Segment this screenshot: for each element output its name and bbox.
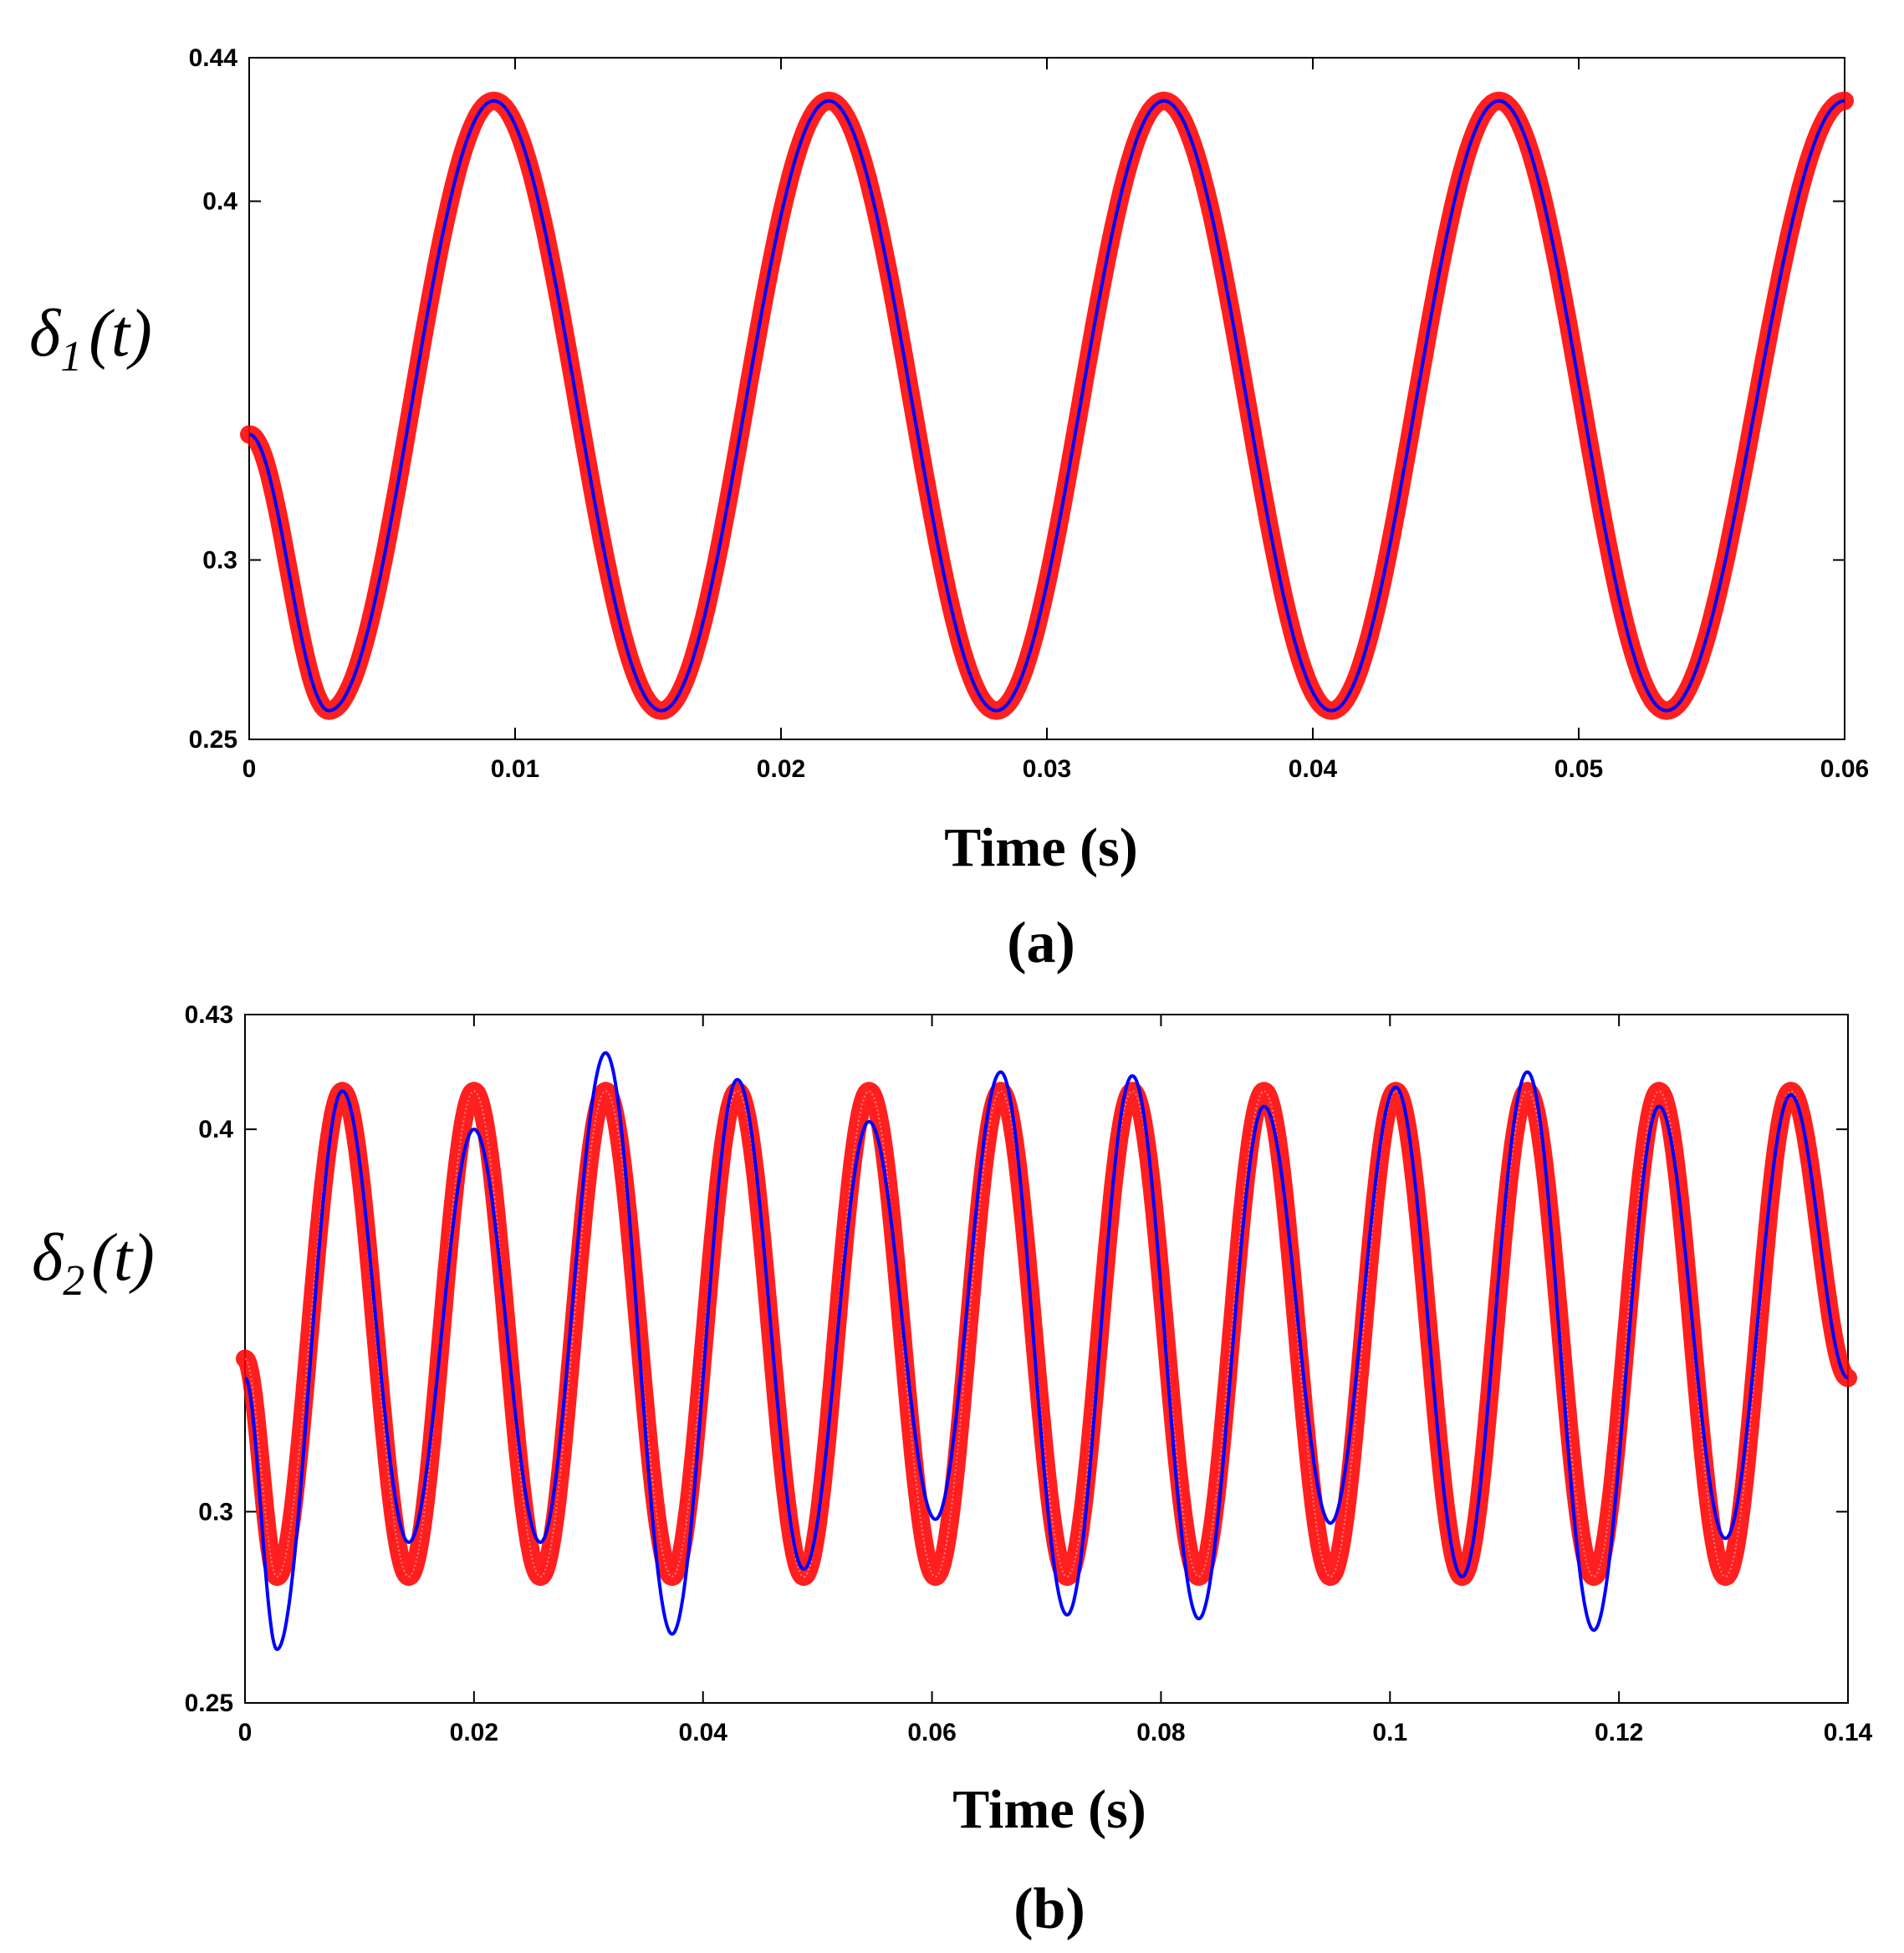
panel-a: 0 0.01 0.02 0.03 0.04 0.05 0.060.250.30.40.44 … (29, 44, 1869, 975)
series-b (236, 1051, 1857, 1651)
x-tick-label: 0.03 (1023, 755, 1071, 783)
x-tick-label: 0 (238, 1719, 253, 1746)
x-tick-label: 0 (242, 755, 257, 783)
y-tick-label: 0.4 (198, 1116, 233, 1143)
series-line-b (243, 1051, 1849, 1651)
y-axis-title-b: δ2 (t) (32, 1221, 155, 1305)
y-tick-label: 0.44 (189, 44, 238, 72)
x-axis-title-b: Time (s) (952, 1779, 1146, 1840)
x-tick-label: 0.06 (1820, 755, 1869, 783)
y-arg-a: t (111, 297, 131, 371)
x-tick-label: 0.1 (1372, 1719, 1407, 1746)
y-symbol-b: δ (32, 1221, 64, 1295)
x-tick-label: 0.08 (1136, 1719, 1185, 1746)
panel-label-a: (a) (1007, 911, 1075, 975)
y-arg-b: t (114, 1221, 134, 1295)
panel-b: 0 0.02 0.04 0.06 0.08 0.1 0.12 0.14 0.25 0.3 0.4 0.… (32, 1001, 1873, 1941)
x-tick-label: 0.12 (1595, 1719, 1643, 1746)
y-subscript-a: 1 (60, 333, 82, 381)
x-tick-label: 0.05 (1554, 755, 1603, 783)
series-a (240, 91, 1854, 720)
y-axis-title-a: δ1 (t) (29, 297, 152, 381)
x-axis-title-a: Time (s) (944, 817, 1138, 878)
y-tick-label: 0.43 (185, 1001, 233, 1029)
y-symbol-a: δ (29, 297, 62, 371)
x-tick-label: 0.06 (907, 1719, 956, 1746)
ticks-b: 0 0.02 0.04 0.06 0.08 0.1 0.12 0.14 0.25 0.3 0.4 0.… (185, 1001, 1873, 1746)
x-tick-label: 0.04 (1289, 755, 1338, 783)
x-tick-label: 0.01 (491, 755, 539, 783)
y-tick-label: 0.4 (202, 188, 237, 216)
y-tick-label: 0.25 (189, 726, 237, 754)
panel-label-b: (b) (1013, 1877, 1085, 1941)
plot-frame-a (248, 57, 1845, 740)
x-tick-label: 0.02 (450, 1719, 498, 1746)
x-tick-label: 0.14 (1824, 1719, 1873, 1746)
x-tick-label: 0.04 (679, 1719, 728, 1746)
y-tick-label: 0.25 (185, 1690, 233, 1717)
series-line-a (248, 99, 1845, 713)
y-subscript-b: 2 (63, 1257, 84, 1305)
ticks-a: 0 0.01 0.02 0.03 0.04 0.05 0.06 0.25 0.3 0.4 0.44 (189, 44, 1870, 783)
x-tick-label: 0.02 (757, 755, 805, 783)
y-tick-label: 0.3 (202, 547, 237, 575)
y-tick-label: 0.3 (198, 1498, 233, 1526)
